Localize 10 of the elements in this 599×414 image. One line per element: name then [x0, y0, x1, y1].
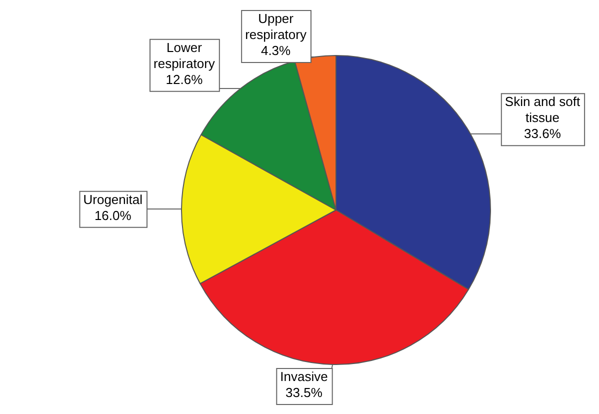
data-label: 16.0% — [94, 208, 132, 223]
slice-label: Lower respiratory — [154, 40, 216, 72]
data-label: 33.5% — [286, 385, 323, 400]
slice-label: Skin and soft tissue — [504, 94, 580, 126]
slice-label: Urogenital — [83, 192, 143, 207]
slice-label: Upper respiratory — [245, 11, 307, 42]
data-label: 12.6% — [166, 72, 204, 88]
slice-label: Invasive — [280, 369, 328, 384]
data-label: 4.3% — [260, 43, 292, 58]
data-label: 33.6% — [524, 126, 562, 142]
